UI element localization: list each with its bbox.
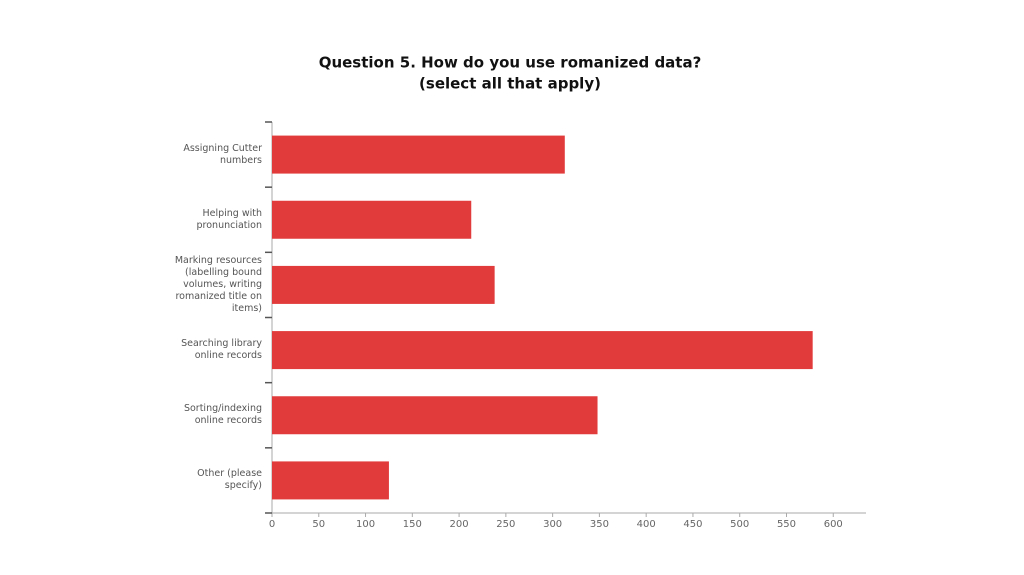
bar xyxy=(272,200,472,239)
bar xyxy=(272,135,565,174)
y-tick-label: Other (please specify) xyxy=(197,468,262,492)
y-tick-label: Marking resources (labelling bound volum… xyxy=(174,254,262,314)
bar xyxy=(272,331,813,370)
x-tick-label: 400 xyxy=(637,519,656,530)
bar xyxy=(272,461,389,500)
x-tick-label: 350 xyxy=(590,519,609,530)
y-tick-label: Helping with pronunciation xyxy=(196,207,262,231)
bar xyxy=(272,396,598,435)
x-tick-label: 250 xyxy=(496,519,515,530)
x-tick-label: 150 xyxy=(403,519,422,530)
x-tick-label: 500 xyxy=(730,519,749,530)
x-tick-label: 450 xyxy=(683,519,702,530)
x-tick-label: 200 xyxy=(450,519,469,530)
x-tick-label: 50 xyxy=(312,519,325,530)
chart-subtitle: (select all that apply) xyxy=(419,75,601,93)
x-tick-label: 550 xyxy=(777,519,796,530)
y-tick-label: Sorting/indexing online records xyxy=(183,403,262,427)
y-tick-label: Assigning Cutter numbers xyxy=(183,142,262,166)
x-tick-label: 0 xyxy=(269,519,275,530)
x-tick-label: 100 xyxy=(356,519,375,530)
x-tick-label: 600 xyxy=(824,519,843,530)
chart-title: Question 5. How do you use romanized dat… xyxy=(319,54,702,72)
x-tick-label: 300 xyxy=(543,519,562,530)
y-tick-label: Searching library online records xyxy=(181,338,262,362)
bar xyxy=(272,265,495,304)
